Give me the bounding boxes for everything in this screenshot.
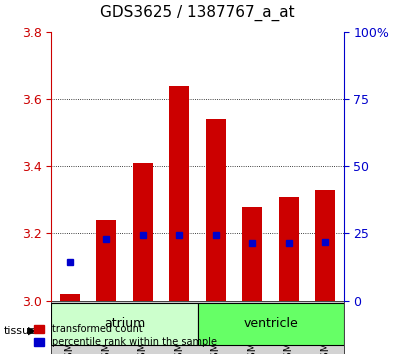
FancyBboxPatch shape xyxy=(51,303,198,344)
Bar xyxy=(60,294,80,301)
Bar xyxy=(169,86,189,301)
Text: GDS3625 / 1387767_a_at: GDS3625 / 1387767_a_at xyxy=(100,5,295,21)
Text: ▶: ▶ xyxy=(28,326,37,336)
Text: tissue: tissue xyxy=(4,326,37,336)
Bar xyxy=(96,220,116,301)
Bar xyxy=(133,163,153,301)
FancyBboxPatch shape xyxy=(198,303,344,344)
Text: ventricle: ventricle xyxy=(243,317,298,330)
Bar xyxy=(242,207,262,301)
Bar xyxy=(315,190,335,301)
Legend: transformed count, percentile rank within the sample: transformed count, percentile rank withi… xyxy=(32,322,219,349)
Bar xyxy=(279,196,299,301)
Text: atrium: atrium xyxy=(104,317,145,330)
Bar xyxy=(206,119,226,301)
